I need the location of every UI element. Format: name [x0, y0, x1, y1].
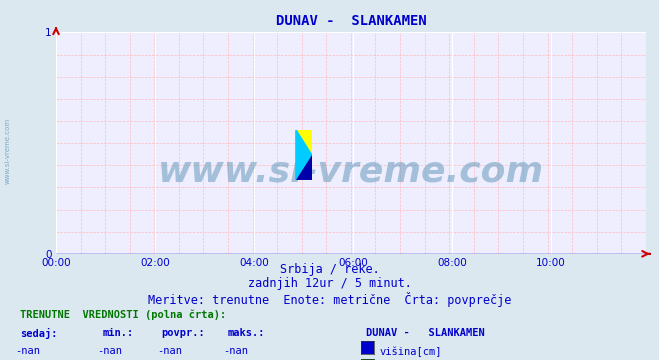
Text: zadnjih 12ur / 5 minut.: zadnjih 12ur / 5 minut. [248, 277, 411, 290]
Polygon shape [296, 155, 312, 180]
Text: www.si-vreme.com: www.si-vreme.com [5, 118, 11, 184]
Text: povpr.:: povpr.: [161, 328, 205, 338]
Polygon shape [296, 130, 312, 180]
Text: -nan: -nan [15, 346, 40, 356]
Text: Meritve: trenutne  Enote: metrične  Črta: povprečje: Meritve: trenutne Enote: metrične Črta: … [148, 292, 511, 307]
Text: višina[cm]: višina[cm] [380, 346, 442, 357]
Polygon shape [296, 130, 312, 155]
Text: www.si-vreme.com: www.si-vreme.com [158, 155, 544, 189]
Text: -nan: -nan [98, 346, 123, 356]
Title: DUNAV -  SLANKAMEN: DUNAV - SLANKAMEN [275, 14, 426, 28]
Text: DUNAV -   SLANKAMEN: DUNAV - SLANKAMEN [366, 328, 484, 338]
Text: min.:: min.: [102, 328, 133, 338]
Text: -nan: -nan [157, 346, 182, 356]
Text: sedaj:: sedaj: [20, 328, 57, 339]
Text: maks.:: maks.: [227, 328, 265, 338]
Text: -nan: -nan [223, 346, 248, 356]
Text: Srbija / reke.: Srbija / reke. [279, 263, 380, 276]
Text: TRENUTNE  VREDNOSTI (polna črta):: TRENUTNE VREDNOSTI (polna črta): [20, 310, 226, 320]
